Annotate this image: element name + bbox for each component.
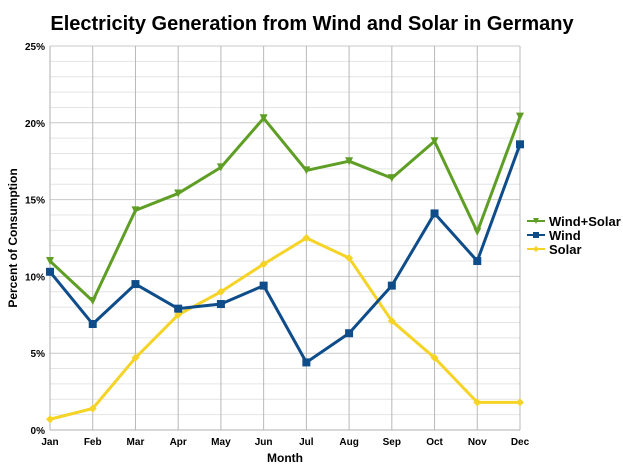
legend-label-solar: Solar: [549, 242, 582, 257]
axes: 0% 5% 10% 15% 20% 25% Jan Feb Mar Apr May Jun Jul Aug…: [25, 42, 530, 448]
data-point-wind-solar: [131, 206, 140, 215]
data-point-solar: [216, 287, 225, 296]
x-tick-label: Sep: [383, 437, 401, 448]
y-tick-label: 20%: [25, 119, 45, 130]
x-tick-label: Jun: [255, 437, 273, 448]
data-point-wind: [345, 329, 354, 338]
x-axis-label: Month: [267, 451, 303, 465]
legend-label-wind: Wind: [549, 228, 581, 243]
y-tick-label: 0%: [31, 426, 46, 437]
data-point-wind: [516, 140, 524, 149]
y-tick-label: 5%: [31, 349, 46, 360]
series-line-wind: [48, 143, 522, 364]
data-point-solar: [131, 353, 140, 362]
data-point-solar: [302, 234, 311, 242]
x-tick-label: Apr: [170, 437, 187, 448]
series-group: [46, 112, 524, 424]
data-point-wind: [131, 280, 140, 289]
x-tick-label: Dec: [511, 437, 530, 448]
data-point-solar: [516, 398, 524, 407]
data-point-wind-solar: [345, 157, 354, 166]
legend-marker-wind: [533, 232, 539, 238]
x-tick-label: Oct: [426, 437, 443, 448]
data-point-wind: [430, 209, 439, 218]
data-point-wind-solar: [259, 114, 268, 123]
y-tick-label: 15%: [25, 196, 45, 207]
x-tick-label: Jul: [299, 437, 314, 448]
series-line-wind-solar: [48, 116, 522, 303]
legend-marker-wind-solar: [533, 218, 539, 224]
data-point-solar: [259, 260, 268, 269]
data-point-wind: [473, 257, 482, 266]
data-point-wind: [46, 267, 54, 276]
x-tick-label: Feb: [84, 437, 102, 448]
data-point-solar: [46, 415, 54, 424]
data-point-wind-solar: [46, 257, 54, 266]
data-point-solar: [345, 253, 354, 262]
y-tick-label: 10%: [25, 272, 45, 283]
x-tick-label: Aug: [339, 437, 358, 448]
legend-marker-solar: [533, 246, 539, 252]
x-tick-label: May: [211, 437, 231, 448]
data-point-wind: [216, 300, 225, 309]
chart-title: Electricity Generation from Wind and Sol…: [50, 13, 574, 35]
x-tick-label: Mar: [127, 437, 145, 448]
y-axis-label: Percent of Consumption: [6, 168, 20, 307]
series-line-solar: [49, 236, 520, 421]
data-point-wind: [174, 304, 183, 313]
x-tick-label: Nov: [468, 437, 487, 448]
x-tick-label: Jan: [41, 437, 58, 448]
data-point-solar: [88, 404, 97, 413]
data-point-wind-solar: [88, 296, 97, 305]
data-point-solar: [387, 316, 396, 325]
data-point-wind: [259, 281, 268, 290]
data-point-solar: [473, 398, 482, 407]
data-point-wind-solar: [302, 166, 311, 175]
data-point-wind: [302, 358, 311, 367]
data-point-wind-solar: [430, 137, 439, 146]
data-point-wind: [387, 281, 396, 290]
data-point-wind-solar: [473, 227, 482, 236]
data-point-wind-solar: [174, 189, 183, 198]
data-point-wind-solar: [516, 112, 524, 121]
data-point-wind-solar: [216, 163, 225, 172]
legend-label-wind-solar: Wind+Solar: [549, 214, 621, 229]
data-point-wind: [88, 320, 97, 329]
data-point-solar: [430, 353, 439, 362]
data-point-solar: [174, 310, 183, 319]
y-tick-label: 25%: [25, 42, 45, 53]
grid: [50, 45, 521, 431]
data-point-wind-solar: [387, 174, 396, 183]
